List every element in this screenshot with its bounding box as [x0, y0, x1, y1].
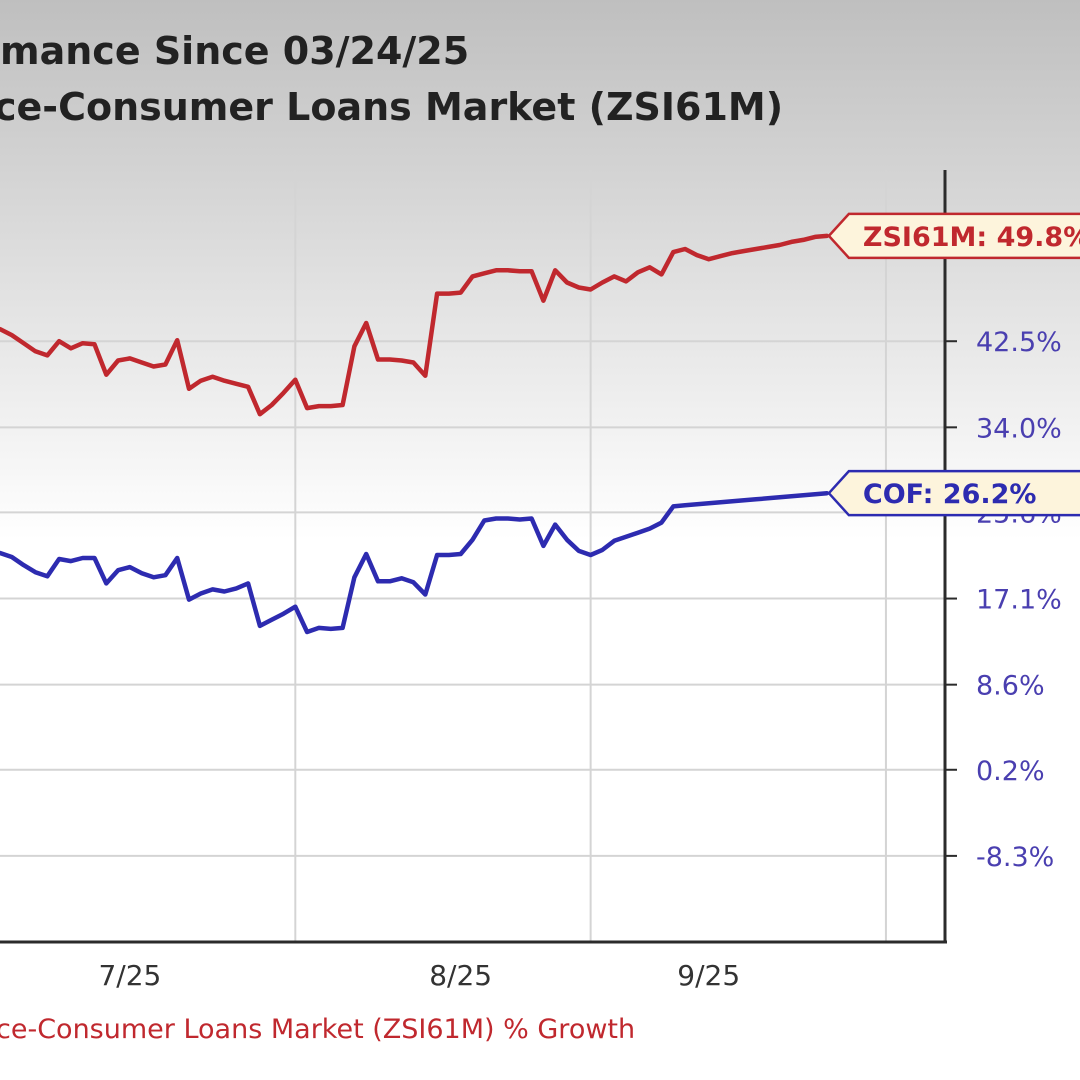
y-tick-label: 8.6%	[976, 671, 1045, 702]
x-tick-label: 8/25	[429, 959, 492, 992]
series-line-cof	[0, 490, 830, 635]
y-tick-label: -8.3%	[976, 842, 1054, 873]
chart-subtitle: ce-Consumer Loans Market (ZSI61M)	[0, 85, 783, 129]
x-tick-label: 9/25	[677, 959, 740, 992]
series-layer	[0, 233, 830, 635]
legend-label: ce-Consumer Loans Market (ZSI61M) % Grow…	[0, 1014, 635, 1045]
y-tick-label: 17.1%	[976, 585, 1062, 616]
x-axis-ticks: 7/25 8/25 9/25	[98, 959, 740, 992]
callout-box	[827, 469, 1080, 517]
callout-zsi61m: ZSI61M: 49.8%	[827, 212, 1080, 260]
series-line-zsi61m	[0, 233, 830, 417]
y-tick-label: 34.0%	[976, 413, 1062, 444]
callout-cof: COF: 26.2%	[827, 469, 1080, 517]
y-tick-label: 0.2%	[976, 756, 1045, 787]
series-callouts: ZSI61M: 49.8% COF: 26.2%	[827, 212, 1080, 517]
gridlines	[0, 170, 945, 942]
x-tick-label: 7/25	[98, 959, 161, 992]
y-tick-label: 42.5%	[976, 327, 1062, 358]
callout-box	[827, 212, 1080, 260]
callout-label: COF: 26.2%	[863, 479, 1037, 510]
callout-label: ZSI61M: 49.8%	[863, 222, 1080, 253]
chart-title: mance Since 03/24/25	[0, 29, 469, 73]
y-axis-ticks: -8.3%0.2%8.6%17.1%25.6%34.0%42.5%	[945, 327, 1062, 873]
